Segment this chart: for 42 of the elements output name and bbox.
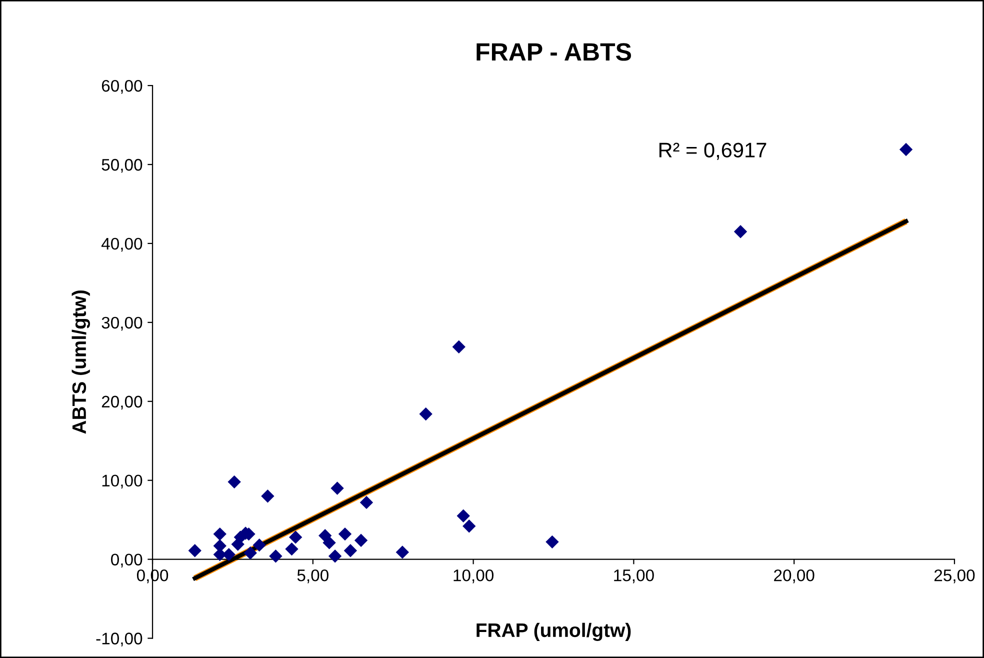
- y-tick-label: 60,00: [102, 80, 142, 94]
- point: [228, 475, 241, 489]
- y-tick-label: 0,00: [111, 554, 142, 568]
- y-tick-label: 20,00: [102, 396, 142, 410]
- x-tick-label: 10,00: [454, 569, 494, 584]
- point: [261, 490, 274, 503]
- point: [360, 496, 374, 510]
- x-tick-label: 25,00: [934, 569, 975, 584]
- point: [546, 535, 559, 549]
- point: [452, 340, 466, 354]
- point: [462, 520, 476, 533]
- point: [213, 527, 226, 541]
- point: [396, 546, 409, 559]
- point: [354, 534, 368, 547]
- y-tick-label: 30,00: [102, 316, 142, 331]
- point: [328, 550, 342, 563]
- y-tick-label: 40,00: [101, 238, 142, 252]
- point: [269, 550, 282, 563]
- point: [244, 546, 257, 560]
- point: [222, 548, 236, 562]
- x-tick-label: 20,00: [774, 569, 814, 584]
- point: [285, 542, 298, 556]
- chart-title: FRAP - ABTS: [476, 43, 631, 61]
- y-tick-label: 10,00: [102, 474, 142, 489]
- point: [330, 482, 344, 495]
- point: [252, 538, 266, 552]
- y-tick-label: -10,00: [96, 632, 142, 646]
- point: [734, 225, 748, 238]
- point: [188, 544, 202, 558]
- point: [456, 509, 470, 522]
- annotation: R² = 0,6917: [659, 142, 766, 160]
- point: [899, 142, 913, 156]
- y-axis-title: ABTS (uml/gtw): [72, 290, 90, 434]
- y-tick-label: 50,00: [102, 158, 142, 173]
- point: [289, 530, 302, 544]
- point: [338, 527, 352, 541]
- point: [419, 407, 432, 421]
- point: [344, 544, 358, 558]
- x-tick-label: 15,00: [614, 569, 654, 584]
- point: [322, 536, 336, 550]
- x-tick-label: 5,00: [297, 569, 328, 584]
- x-axis-title: FRAP (umol/gtw): [476, 622, 631, 642]
